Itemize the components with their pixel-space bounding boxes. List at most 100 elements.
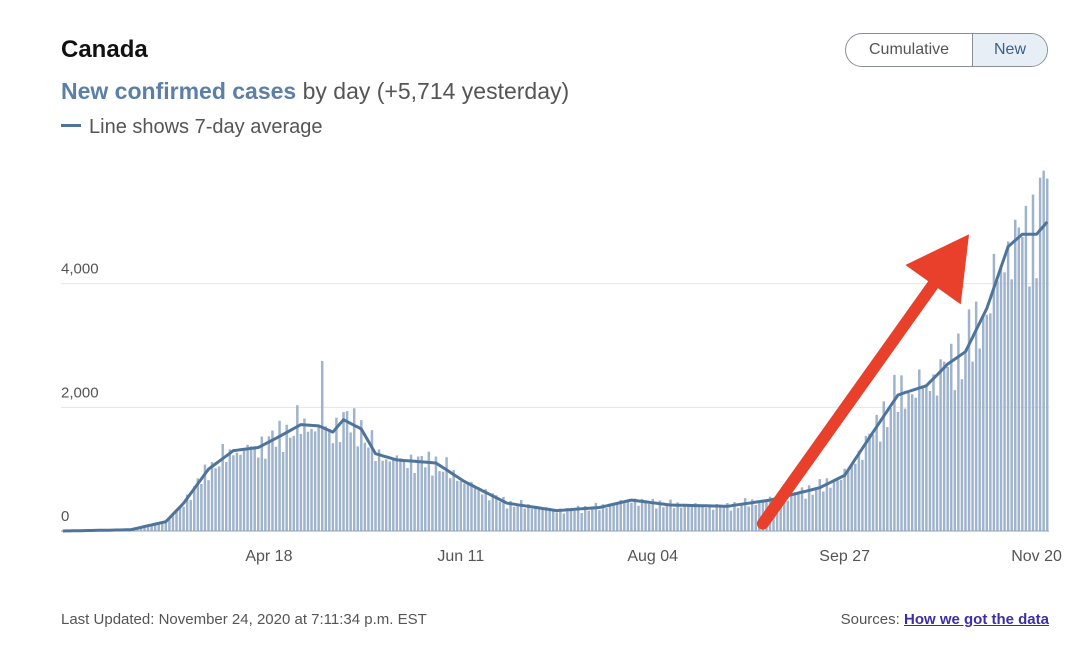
bar: [431, 475, 434, 531]
bar: [537, 508, 541, 531]
bar: [928, 391, 932, 531]
bar: [377, 449, 381, 531]
bar: [157, 523, 160, 531]
bar: [1031, 194, 1035, 531]
bar: [548, 509, 551, 531]
bar: [861, 459, 864, 531]
bar: [1017, 227, 1021, 531]
bar: [1003, 272, 1006, 531]
sources-label: Sources:: [840, 611, 900, 628]
bar: [200, 484, 203, 531]
bar: [193, 486, 196, 531]
legend: Line shows 7-day average: [61, 116, 322, 139]
bar: [921, 387, 925, 531]
bar: [825, 478, 829, 531]
average-line: [62, 220, 1049, 533]
bar: [850, 464, 853, 531]
bar: [559, 508, 562, 531]
bar: [210, 462, 214, 531]
annotation-arrow-shaft: [756, 278, 940, 530]
bar: [452, 470, 455, 531]
bar: [395, 455, 399, 531]
bar: [161, 522, 164, 531]
bar: [509, 500, 512, 531]
annotation-arrow-head: [905, 234, 970, 305]
bar: [420, 455, 423, 531]
bar: [647, 503, 651, 531]
sources-link[interactable]: How we got the data: [903, 611, 1049, 628]
bar: [715, 504, 718, 531]
bar: [1038, 177, 1042, 531]
bar: [1021, 237, 1024, 531]
bar: [633, 498, 637, 531]
bar: [566, 508, 569, 531]
bar: [974, 301, 978, 531]
bar: [612, 505, 615, 531]
bar: [637, 505, 640, 531]
bar: [189, 499, 192, 531]
bar: [651, 498, 654, 531]
bar: [278, 420, 281, 531]
bar: [729, 510, 733, 531]
bar: [207, 480, 210, 531]
bar: [331, 443, 335, 531]
bar: [409, 454, 413, 531]
bar: [232, 455, 235, 531]
x-tick-label: Aug 04: [627, 548, 678, 565]
bar: [719, 504, 722, 531]
bar: [971, 361, 974, 531]
bar: [626, 501, 630, 531]
bar: [669, 499, 672, 531]
bar: [864, 436, 868, 531]
bar: [171, 513, 175, 531]
bar: [463, 483, 466, 531]
bar: [285, 424, 288, 531]
bar: [946, 366, 949, 531]
bar: [349, 432, 352, 531]
bar: [736, 507, 740, 531]
bar: [264, 458, 267, 531]
bar: [982, 316, 985, 531]
bar: [591, 509, 594, 531]
line-legend-swatch: [61, 124, 81, 128]
y-tick-label: 0: [61, 508, 69, 525]
bar: [655, 508, 658, 531]
bar: [878, 441, 882, 531]
bar: [843, 468, 846, 531]
bar: [747, 506, 750, 531]
bar: [903, 408, 907, 531]
toggle-cumulative[interactable]: Cumulative: [846, 34, 973, 66]
chart-subtitle: New confirmed cases by day (+5,714 yeste…: [61, 78, 569, 105]
bar: [605, 507, 608, 531]
bar: [434, 456, 438, 531]
bar: [992, 253, 996, 531]
bar: [221, 443, 224, 531]
bar: [733, 502, 736, 531]
bar: [658, 500, 662, 531]
bar: [399, 458, 402, 531]
bar: [640, 499, 644, 531]
bar: [615, 504, 619, 531]
bar: [235, 452, 239, 531]
toggle-new[interactable]: New: [973, 34, 1047, 66]
page-title: Canada: [61, 36, 148, 63]
bar: [477, 488, 480, 531]
bar: [196, 478, 200, 531]
bar: [999, 267, 1003, 531]
bar: [413, 473, 416, 531]
y-tick-label: 4,000: [61, 261, 99, 278]
bar: [153, 523, 157, 531]
bar: [320, 360, 324, 531]
bar: [932, 374, 935, 531]
bar: [253, 446, 256, 531]
bar: [267, 436, 271, 531]
sources: Sources: How we got the data: [841, 611, 1049, 628]
bar: [740, 505, 743, 531]
bar: [871, 434, 875, 531]
bar: [679, 507, 683, 531]
bar: [786, 500, 790, 531]
bar: [363, 442, 367, 531]
bar: [402, 459, 406, 531]
bar: [985, 314, 989, 531]
cases-chart: 0 2,000 4,000 Apr 18 Jun 11 Aug 04 Sep 27 Nov 2…: [61, 170, 1062, 565]
